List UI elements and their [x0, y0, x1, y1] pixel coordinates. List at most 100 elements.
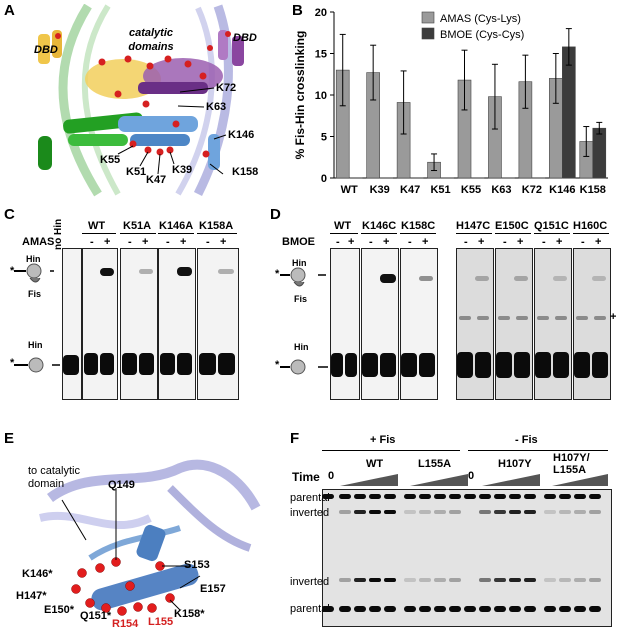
d-side-plus: +	[610, 311, 617, 323]
lane-d-e150c: E150C	[495, 220, 529, 232]
group-wt: WT	[366, 458, 384, 470]
gel-f-band	[544, 494, 556, 499]
gel-f-band	[574, 578, 586, 582]
d-minus-7: -	[581, 236, 585, 248]
y-axis-title: % Fis-Hin crosslinking	[293, 31, 307, 160]
panel-label-e: E	[4, 430, 15, 447]
gel-f-band	[434, 606, 446, 612]
x-tick-label: WT	[341, 184, 358, 196]
gel-f-band	[449, 494, 461, 499]
gel-f-band	[419, 578, 431, 582]
no-hin-label: no Hin	[53, 218, 64, 250]
residue-k158: K158	[232, 166, 259, 178]
d-hin-bottom: Hin	[294, 342, 309, 352]
gel-f-band	[524, 494, 536, 499]
gel-f-band	[494, 606, 506, 612]
residue-q149: Q149	[108, 479, 135, 491]
gel-f-band	[322, 494, 334, 499]
gel-f-band	[354, 494, 366, 499]
y-tick-label: 0	[321, 173, 327, 185]
d-star-top: *	[275, 268, 280, 280]
residue-k72: K72	[216, 82, 237, 94]
gel-f-band	[464, 494, 476, 499]
gel-f-band	[419, 510, 431, 514]
x-tick-label: K63	[491, 184, 511, 196]
catalytic-label: catalytic domains	[128, 27, 174, 53]
d-plus-2: +	[383, 236, 390, 248]
gel-d-k158c	[400, 248, 438, 400]
gel-f-band	[464, 606, 476, 612]
gel-f-band	[404, 578, 416, 582]
hin-fis-complex-icon	[14, 263, 54, 283]
d-minus-1: -	[336, 236, 340, 248]
lane-d-k158c: K158C	[401, 220, 436, 232]
d-plus-1: +	[348, 236, 355, 248]
gel-f-band	[369, 578, 381, 582]
d-minus-2: -	[369, 236, 373, 248]
gel-f-band	[559, 494, 571, 499]
residue-k55: K55	[100, 154, 121, 166]
lane-d-q151c: Q151C	[534, 220, 569, 232]
residue-q151: Q151*	[80, 610, 112, 622]
to-catalytic-label: to catalytic domain	[28, 465, 80, 490]
c-plus-1: +	[104, 236, 111, 248]
residue-k51: K51	[126, 166, 147, 178]
dbd-left-label: DBD	[34, 44, 58, 56]
d-minus-3: -	[408, 236, 412, 248]
gel-c-nohin	[62, 248, 82, 400]
gel-f-band	[559, 578, 571, 582]
amas-label: AMAS	[22, 236, 55, 248]
d-minus-5: -	[503, 236, 507, 248]
gel-f-band	[494, 578, 506, 582]
d-hin-top: Hin	[292, 258, 307, 268]
c-plus-2: +	[142, 236, 149, 248]
panel-label-b: B	[292, 2, 303, 19]
gel-f-band	[509, 494, 521, 499]
residue-r154: R154	[112, 618, 139, 630]
gel-f-band	[404, 494, 416, 499]
gel-d-k146c	[361, 248, 399, 400]
d-minus-4: -	[464, 236, 468, 248]
residue-e157: E157	[200, 583, 226, 595]
panel-e-structure	[39, 459, 261, 616]
c-plus-4: +	[220, 236, 227, 248]
d-plus-3: +	[422, 236, 429, 248]
x-tick-label: K51	[430, 184, 450, 196]
time-label: Time	[292, 470, 320, 484]
legend-swatch	[421, 27, 435, 40]
gel-f-band	[449, 510, 461, 514]
legend-label: BMOE (Cys-Cys)	[440, 29, 524, 41]
gel-f-band	[544, 510, 556, 514]
c-star-top: *	[10, 265, 15, 277]
gel-f-band	[509, 510, 521, 514]
row-parental-bottom: parental	[290, 603, 330, 615]
gel-f-band	[339, 494, 351, 499]
gel-f-band	[339, 606, 351, 612]
gel-f-band	[449, 578, 461, 582]
gel-f-band	[449, 606, 461, 612]
group-l155a: L155A	[418, 458, 452, 470]
gel-f-band	[589, 606, 601, 612]
c-minus-3: -	[166, 236, 170, 248]
f-zero-2: 0	[468, 470, 475, 482]
bmoe-label: BMOE	[282, 236, 315, 248]
residue-l155: L155	[148, 616, 174, 628]
gel-f-band	[434, 510, 446, 514]
c-hin-top: Hin	[26, 254, 41, 264]
gel-f-band	[384, 606, 396, 612]
residue-k146: K146*	[22, 568, 53, 580]
gel-f-band	[524, 510, 536, 514]
gel-f-band	[494, 494, 506, 499]
group-h107y: H107Y	[498, 458, 532, 470]
d-hin-monomer-icon	[280, 359, 328, 375]
y-tick-label: 20	[315, 7, 327, 19]
x-tick-label: K55	[461, 184, 481, 196]
gel-f-band	[479, 494, 491, 499]
gel-f-band	[369, 606, 381, 612]
gel-f-band	[544, 578, 556, 582]
gel-d-wt	[330, 248, 360, 400]
gel-f-band	[434, 578, 446, 582]
x-tick-label: K146	[549, 184, 575, 196]
lane-k146a: K146A	[159, 220, 194, 232]
gel-f-band	[404, 510, 416, 514]
